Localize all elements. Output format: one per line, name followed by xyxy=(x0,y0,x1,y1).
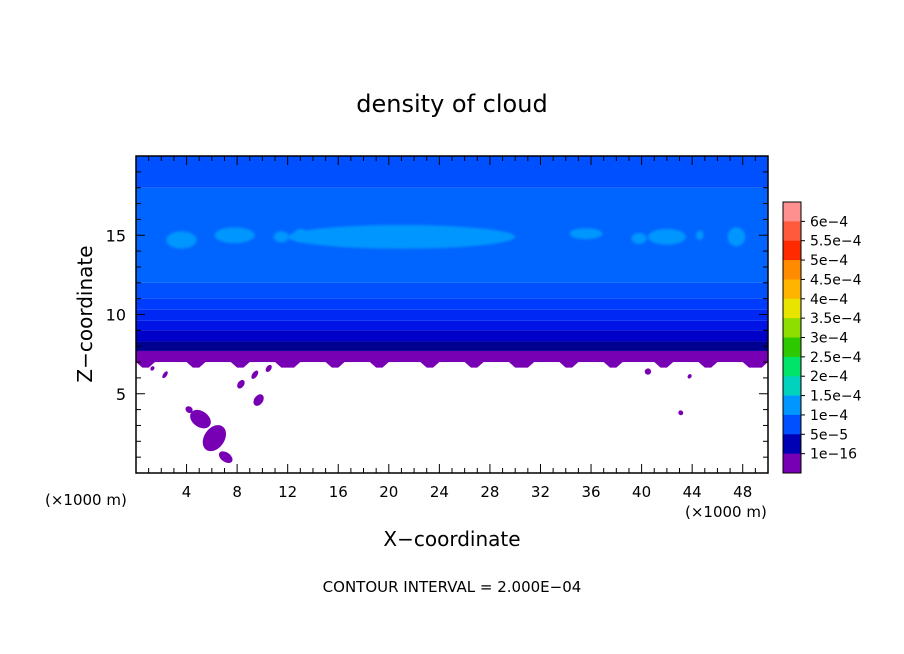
colorbar-label: 1.5e−4 xyxy=(810,389,862,405)
colorbar-label: 4e−4 xyxy=(810,292,848,308)
low-cloud-patch-0 xyxy=(218,451,233,463)
x-tick-label: 28 xyxy=(480,483,499,501)
light-patch-5 xyxy=(569,228,603,240)
y-tick-labels: 5 10 15 xyxy=(106,226,126,404)
colorbar-swatch-5 xyxy=(783,298,801,319)
light-patch-9 xyxy=(727,227,746,247)
x-tick-label: 24 xyxy=(430,483,449,501)
x-tick-label: 48 xyxy=(733,483,752,501)
x-tick-label: 44 xyxy=(683,483,702,501)
low-cloud-patch-6 xyxy=(253,394,264,406)
light-patch-1 xyxy=(214,227,255,244)
contour-interval-note: CONTOUR INTERVAL = 2.000E−04 xyxy=(323,578,582,596)
colorbar-swatch-2 xyxy=(783,240,801,261)
colorbar-swatch-13 xyxy=(783,453,801,474)
colorbar: 6e−4 5.5e−4 5e−4 4.5e−4 4e−4 3.5e−4 3e−4 2.5e−4… xyxy=(782,201,862,474)
colorbar-label: 1e−4 xyxy=(810,408,848,424)
x-axis-label: X−coordinate xyxy=(383,527,520,551)
x-tick-label: 36 xyxy=(581,483,600,501)
y-axis-label: Z−coordinate xyxy=(73,245,97,382)
y-tick-label: 5 xyxy=(116,385,126,404)
y-tick-label: 15 xyxy=(106,226,126,245)
low-cloud-patch-7 xyxy=(251,370,259,379)
x-tick-label: 40 xyxy=(632,483,651,501)
light-patch-0 xyxy=(166,231,197,249)
low-cloud-patch-3 xyxy=(185,406,193,413)
axis-ticks xyxy=(136,156,768,473)
x-tick-label: 16 xyxy=(329,483,348,501)
light-patch-7 xyxy=(647,228,686,245)
colorbar-swatch-4 xyxy=(783,279,801,300)
low-cloud-patch-2 xyxy=(190,409,211,429)
low-cloud-patch-9 xyxy=(644,368,652,375)
colorbar-swatch-7 xyxy=(783,337,801,358)
chart-title: density of cloud xyxy=(356,90,547,118)
colorbar-swatch-10 xyxy=(783,395,801,416)
light-patch-6 xyxy=(631,232,647,244)
colorbar-label: 4.5e−4 xyxy=(810,272,862,288)
colorbar-swatch-3 xyxy=(783,260,801,280)
low-cloud-patch-10 xyxy=(678,410,684,416)
contour-band-3 xyxy=(136,320,768,331)
y-tick-label: 10 xyxy=(106,306,126,325)
low-cloud-patch-12 xyxy=(150,366,155,371)
low-cloud-patch-5 xyxy=(237,379,245,389)
x-unit-left: (×1000 m) xyxy=(45,491,127,509)
colorbar-label: 1e−16 xyxy=(810,447,857,463)
colorbar-swatch-12 xyxy=(783,434,801,455)
contour-band-6 xyxy=(136,282,768,299)
contour-band-5 xyxy=(136,298,768,310)
colorbar-label: 2e−4 xyxy=(810,369,848,385)
colorbar-label: 3.5e−4 xyxy=(810,311,862,327)
x-tick-label: 4 xyxy=(182,483,192,501)
x-unit-right: (×1000 m) xyxy=(685,503,767,521)
colorbar-label: 5e−4 xyxy=(810,253,848,269)
colorbar-label: 3e−4 xyxy=(810,331,848,347)
contour-band-4 xyxy=(136,309,768,321)
colorbar-swatch-9 xyxy=(783,376,801,397)
colorbar-label: 5e−5 xyxy=(810,427,848,443)
plot-area xyxy=(136,156,768,463)
contour-band-0 xyxy=(136,350,768,363)
colorbar-swatch-11 xyxy=(783,414,801,435)
x-tick-label: 32 xyxy=(531,483,550,501)
low-cloud-patch-13 xyxy=(162,371,168,379)
low-cloud-patch-11 xyxy=(687,374,692,379)
colorbar-label: 6e−4 xyxy=(810,214,848,230)
contour-band-2 xyxy=(136,330,768,342)
low-cloud-patch-8 xyxy=(265,364,272,372)
x-tick-label: 8 xyxy=(232,483,242,501)
contour-band-8 xyxy=(136,156,768,188)
x-tick-label: 12 xyxy=(278,483,297,501)
colorbar-swatch-0 xyxy=(783,202,801,222)
light-patch-2 xyxy=(273,231,289,243)
band-edge xyxy=(136,362,768,368)
contour-band-1 xyxy=(136,341,768,351)
colorbar-swatch-8 xyxy=(783,356,801,377)
light-patch-4 xyxy=(287,224,516,249)
light-patch-8 xyxy=(695,230,704,241)
colorbar-label: 2.5e−4 xyxy=(810,350,862,366)
colorbar-label: 5.5e−4 xyxy=(810,234,862,250)
colorbar-swatch-6 xyxy=(783,318,801,338)
x-tick-label: 20 xyxy=(379,483,398,501)
x-tick-labels: 4 8 12 16 20 24 28 32 36 40 44 48 xyxy=(182,483,752,501)
colorbar-swatch-1 xyxy=(783,221,801,242)
low-cloud-patch-4 xyxy=(216,425,223,432)
